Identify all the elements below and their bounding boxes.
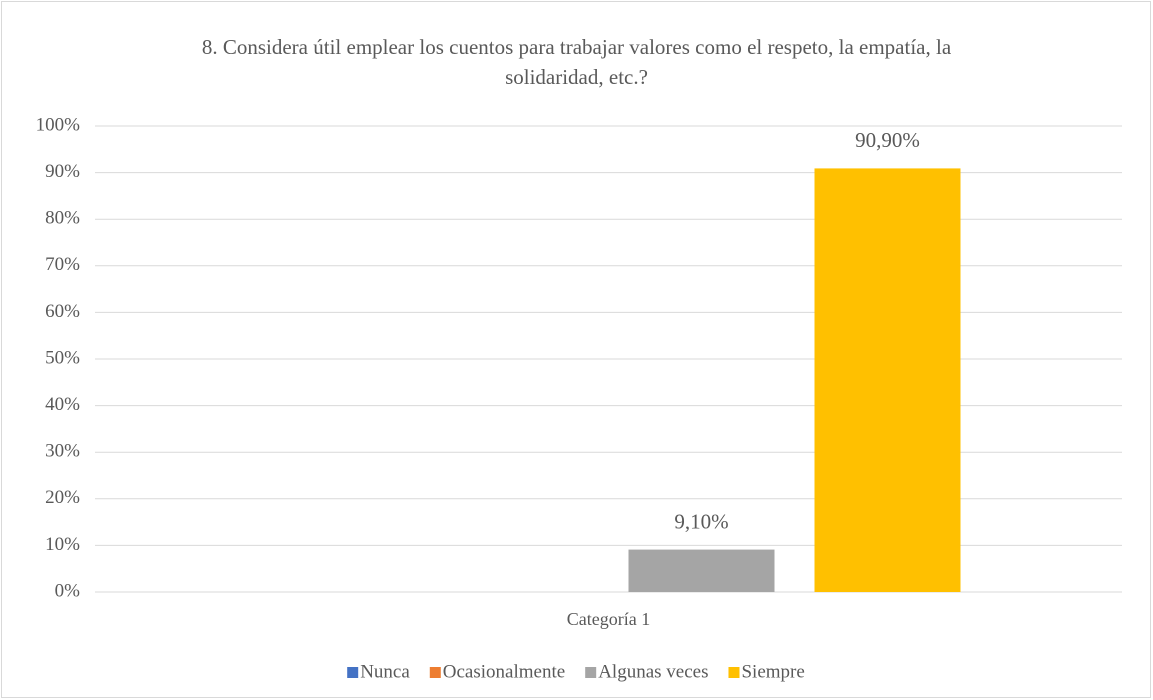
legend-swatch	[728, 667, 740, 678]
data-label: 90,90%	[855, 128, 920, 152]
y-tick-label: 70%	[45, 254, 80, 275]
y-tick-label: 0%	[55, 580, 81, 601]
y-tick-label: 90%	[45, 161, 80, 182]
legend-label: Algunas veces	[598, 661, 708, 682]
title-container: 8. Considera útil emplear los cuentos pa…	[201, 35, 952, 89]
y-tick-label: 40%	[45, 394, 80, 415]
y-tick-label: 80%	[45, 208, 80, 229]
x-tick-label: Categoría 1	[567, 609, 650, 629]
y-tick-label: 30%	[45, 441, 80, 462]
chart-title: 8. Considera útil emplear los cuentos pa…	[201, 35, 952, 89]
y-tick-label: 20%	[45, 487, 80, 508]
y-tick-label: 100%	[36, 114, 81, 135]
legend-swatch	[585, 667, 597, 678]
legend-label: Nunca	[360, 661, 410, 682]
bar	[628, 549, 775, 592]
bar	[814, 168, 961, 592]
data-label: 9,10%	[674, 509, 728, 533]
y-tick-label: 60%	[45, 301, 80, 322]
y-tick-label: 10%	[45, 534, 80, 555]
legend-label: Ocasionalmente	[443, 661, 565, 682]
legend-label: Siempre	[741, 661, 804, 682]
y-tick-label: 50%	[45, 347, 80, 368]
legend-swatch	[429, 667, 441, 678]
legend-swatch	[347, 667, 359, 678]
